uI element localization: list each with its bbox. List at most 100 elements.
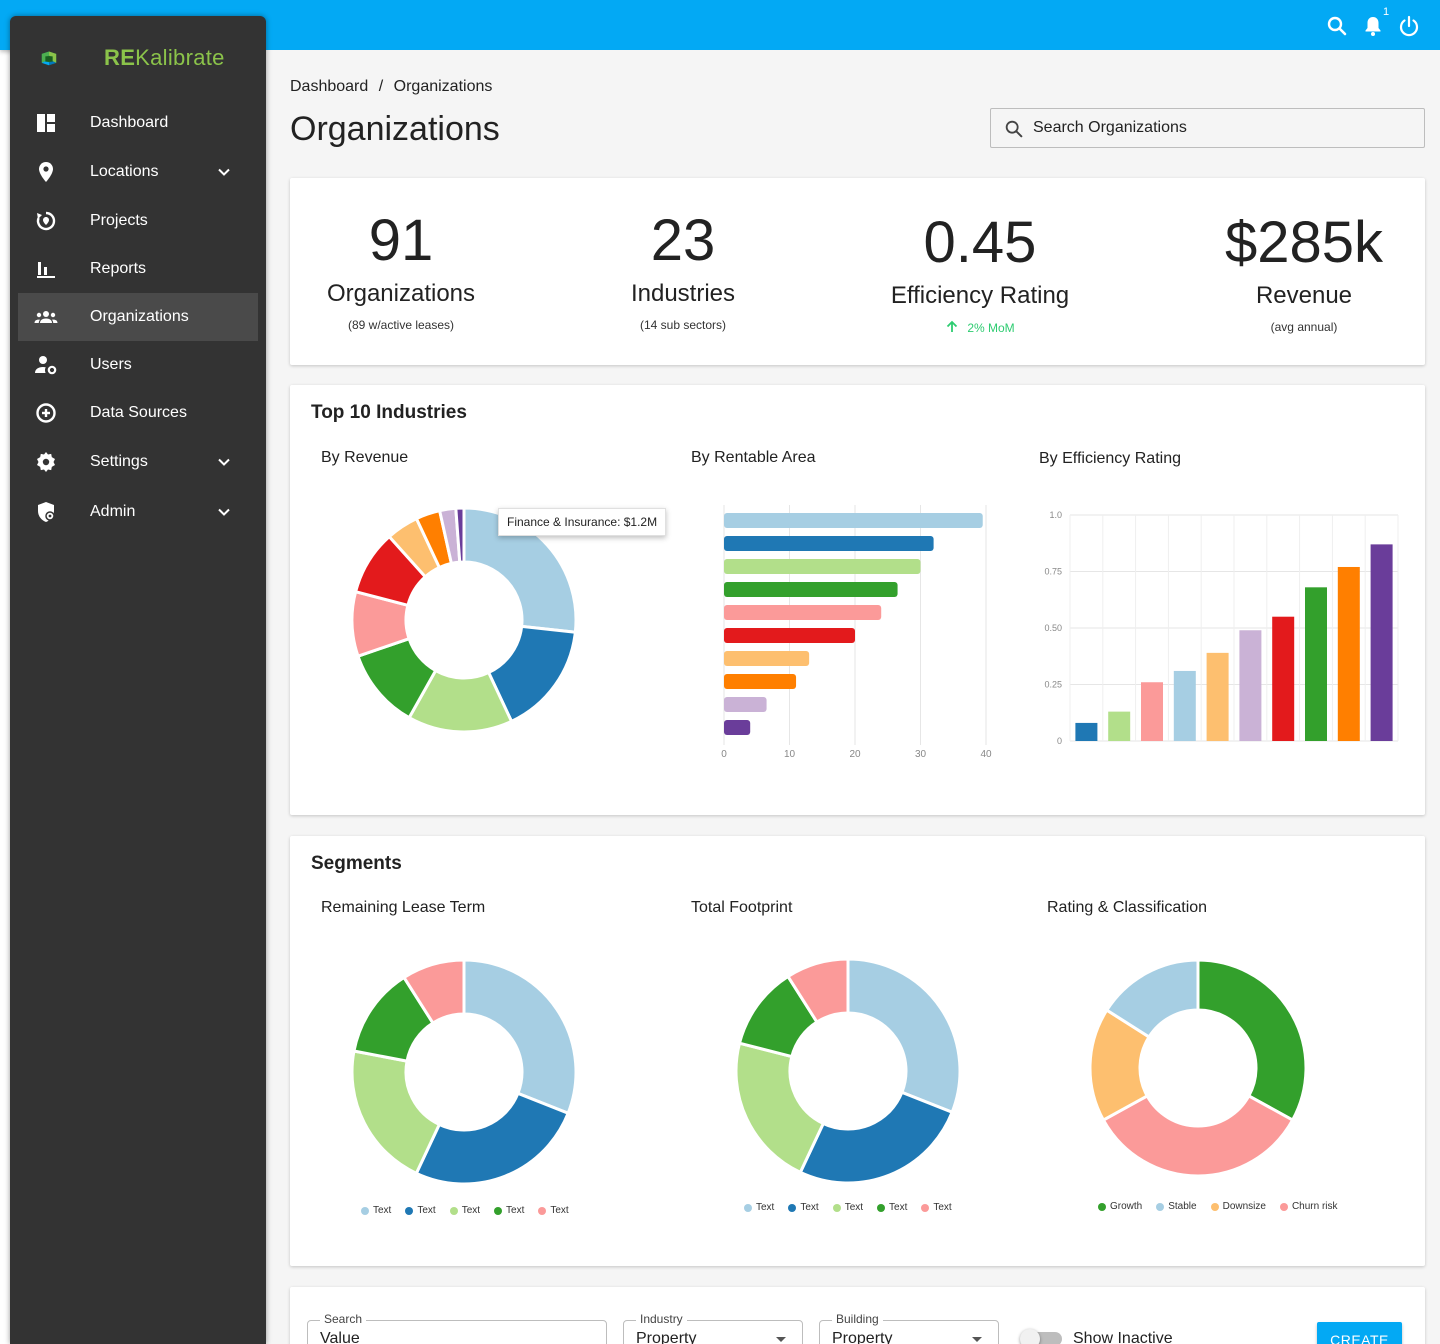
building-select[interactable]: Building Property xyxy=(819,1312,999,1344)
notification-badge: 1 xyxy=(1383,6,1390,18)
stat-value: 91 xyxy=(368,208,434,273)
legend-item[interactable]: Text xyxy=(877,1202,907,1213)
sidebar-item-locations[interactable]: Locations xyxy=(18,148,258,196)
location-pin-icon xyxy=(39,162,53,182)
search-filter-field[interactable]: Search Value xyxy=(307,1312,607,1344)
legend-item[interactable]: Churn risk xyxy=(1279,1201,1338,1212)
bar[interactable] xyxy=(724,628,855,643)
rentable-area-bar-chart: 0 10 20 30 40 xyxy=(721,505,992,760)
field-value[interactable]: Value xyxy=(320,1330,360,1344)
sidebar-item-organizations[interactable]: Organizations xyxy=(18,293,258,341)
bar[interactable] xyxy=(1337,566,1360,741)
legend-swatch xyxy=(788,1203,797,1212)
bar[interactable] xyxy=(1141,682,1163,741)
bell-icon[interactable] xyxy=(1361,14,1385,38)
legend-item[interactable]: Text xyxy=(538,1205,569,1216)
show-inactive-toggle[interactable] xyxy=(1020,1329,1062,1344)
sidebar-item-data-sources[interactable]: Data Sources xyxy=(18,389,258,437)
data-source-icon xyxy=(36,403,56,423)
industry-select[interactable]: Industry Property xyxy=(623,1312,803,1344)
bar[interactable] xyxy=(724,674,797,689)
donut-slice[interactable] xyxy=(734,1041,826,1175)
bar[interactable] xyxy=(1108,711,1131,741)
legend-swatch xyxy=(1279,1202,1288,1211)
legend-item[interactable]: Text xyxy=(494,1205,524,1216)
search-input[interactable] xyxy=(1033,117,1413,139)
sidebar-item-settings[interactable]: Settings xyxy=(18,438,258,486)
donut-slice[interactable] xyxy=(798,1090,955,1185)
legend-item[interactable]: Text xyxy=(405,1205,436,1216)
card-title: Top 10 Industries xyxy=(311,402,467,423)
legend-item[interactable]: Text xyxy=(921,1202,952,1213)
bar[interactable] xyxy=(1173,670,1196,741)
bar[interactable] xyxy=(724,720,751,735)
bar[interactable] xyxy=(724,582,898,597)
legend-item[interactable]: Text xyxy=(788,1202,819,1213)
stat-label: Efficiency Rating xyxy=(890,282,1070,309)
bar[interactable] xyxy=(1370,544,1393,741)
bar[interactable] xyxy=(724,559,921,574)
bar-chart-icon xyxy=(37,262,55,278)
efficiency-bar-chart: 0 0.25 0.50 0.75 1.0 xyxy=(1044,510,1399,746)
legend-item[interactable]: Stable xyxy=(1156,1201,1197,1212)
donut-slice[interactable] xyxy=(454,506,466,564)
sidebar-item-dashboard[interactable]: Dashboard xyxy=(18,99,258,147)
sidebar-item-admin[interactable]: Admin xyxy=(18,488,258,536)
y-tick-label: 0.75 xyxy=(1044,567,1062,577)
sidebar-item-projects[interactable]: Projects xyxy=(18,197,258,245)
field-value: Property xyxy=(636,1330,697,1344)
search-organizations-field[interactable] xyxy=(990,108,1425,148)
legend-item[interactable]: Text xyxy=(449,1205,481,1216)
legend-label: Growth xyxy=(1110,1201,1143,1212)
legend-swatch xyxy=(1210,1202,1219,1211)
sidebar-item-label: Dashboard xyxy=(90,114,169,131)
bar[interactable] xyxy=(1305,587,1327,741)
sidebar-item-label: Data Sources xyxy=(90,404,187,421)
y-tick-label: 0 xyxy=(1057,736,1062,746)
donut-slice[interactable] xyxy=(846,957,962,1115)
chart-title-by-rentable-area: By Rentable Area xyxy=(691,449,816,466)
donut-slice[interactable] xyxy=(1104,958,1200,1039)
bar[interactable] xyxy=(1075,722,1098,741)
donut-slice[interactable] xyxy=(1196,958,1308,1123)
donut-slice[interactable] xyxy=(414,1091,571,1186)
bar[interactable] xyxy=(724,513,983,528)
bar[interactable] xyxy=(1272,616,1295,741)
bar[interactable] xyxy=(724,536,934,551)
bar[interactable] xyxy=(724,605,882,620)
legend-label: Text xyxy=(461,1205,481,1216)
legend-label: Stable xyxy=(1168,1201,1197,1212)
field-label: Industry xyxy=(636,1312,687,1326)
donut-slice[interactable] xyxy=(401,958,466,1026)
bar[interactable] xyxy=(724,651,810,666)
stat-label: Revenue xyxy=(1255,282,1353,309)
legend-item[interactable]: Text xyxy=(832,1202,863,1213)
legend-item[interactable]: Downsize xyxy=(1210,1201,1266,1212)
donut-slice[interactable] xyxy=(462,958,578,1116)
chevron-down-icon xyxy=(218,508,230,516)
create-button[interactable]: CREATE xyxy=(1317,1322,1402,1344)
breadcrumb-separator: / xyxy=(378,78,384,95)
donut-slice[interactable] xyxy=(350,1049,442,1176)
segments-card: Segments xyxy=(290,836,1425,1266)
legend-item[interactable]: Growth xyxy=(1098,1201,1142,1212)
brand-name: REKalibrate xyxy=(104,45,225,70)
sidebar-item-reports[interactable]: Reports xyxy=(18,245,258,293)
sidebar-item-users[interactable]: Users xyxy=(18,341,258,389)
donut-slice[interactable] xyxy=(785,957,850,1025)
stat-revenue: $285k Revenue (avg annual) xyxy=(1190,214,1418,335)
legend-item[interactable]: Text xyxy=(744,1202,774,1213)
legend-item[interactable]: Text xyxy=(361,1205,391,1216)
legend-label: Text xyxy=(506,1205,525,1216)
bar[interactable] xyxy=(1239,630,1262,741)
user-settings-icon xyxy=(35,356,57,375)
bar[interactable] xyxy=(1206,652,1229,741)
breadcrumb-link-dashboard[interactable]: Dashboard xyxy=(290,78,369,95)
donut-slice[interactable] xyxy=(1101,1093,1295,1178)
field-label: Building xyxy=(832,1312,883,1326)
legend-swatch xyxy=(921,1203,930,1212)
bar[interactable] xyxy=(724,697,767,712)
search-icon[interactable] xyxy=(1325,14,1349,38)
power-icon[interactable] xyxy=(1397,14,1421,38)
breadcrumb-current: Organizations xyxy=(393,78,493,95)
